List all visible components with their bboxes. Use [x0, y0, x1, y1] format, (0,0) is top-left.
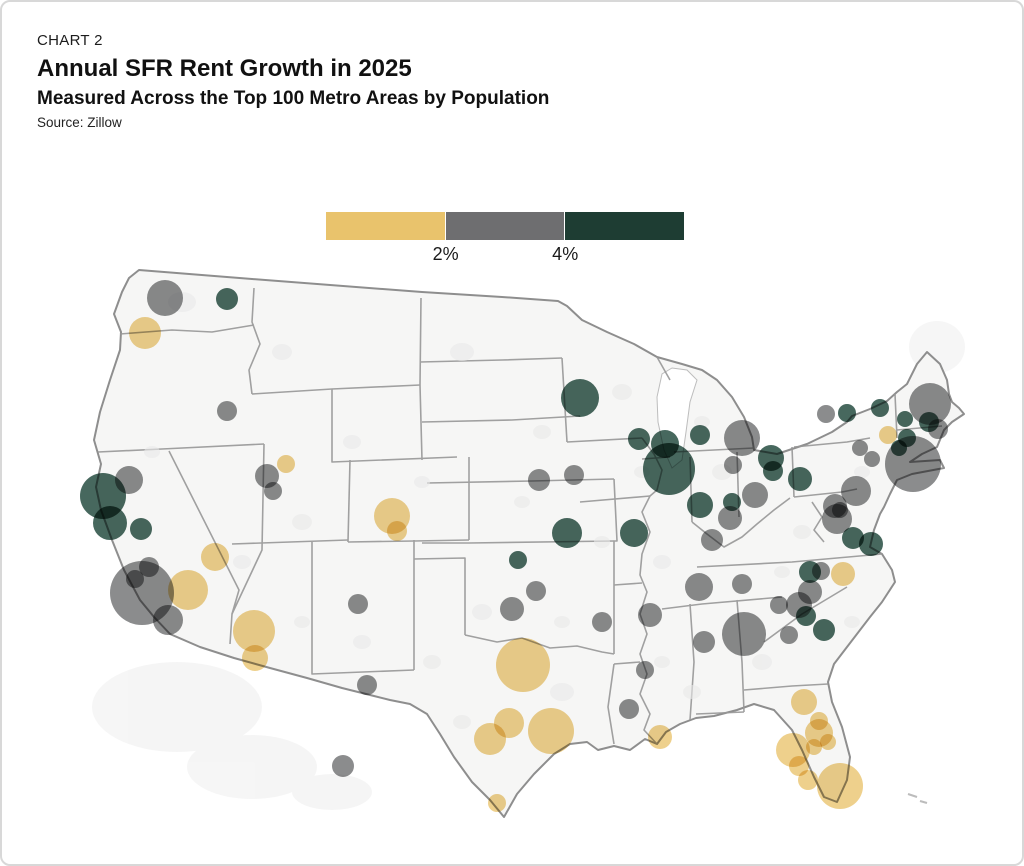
faint-outside-land: [92, 321, 965, 810]
metro-bubble: [796, 606, 816, 626]
metro-bubble: [690, 425, 710, 445]
metro-bubble: [780, 626, 798, 644]
metro-bubble: [216, 288, 238, 310]
metro-bubble: [841, 476, 871, 506]
metro-bubble: [387, 521, 407, 541]
metro-bubble: [763, 461, 783, 481]
chart-kicker: CHART 2: [37, 32, 103, 49]
metro-bubble: [812, 562, 830, 580]
legend-swatches: [326, 212, 685, 240]
metro-bubble: [528, 708, 574, 754]
metro-bubble: [592, 612, 612, 632]
metro-bubble: [685, 573, 713, 601]
color-legend: 2% 4%: [326, 212, 686, 268]
metro-bubble: [859, 532, 883, 556]
metro-bubble: [648, 725, 672, 749]
metro-bubble: [619, 699, 639, 719]
metro-bubble: [201, 543, 229, 571]
metro-bubble: [897, 411, 913, 427]
metro-bubble: [820, 734, 836, 750]
legend-tick-label: 2%: [432, 244, 459, 264]
metro-bubble: [153, 605, 183, 635]
metro-bubble: [928, 419, 948, 439]
legend-tick-label: 4%: [552, 244, 579, 264]
metro-bubble: [817, 763, 863, 809]
metro-bubble: [817, 405, 835, 423]
metro-bubble: [488, 794, 506, 812]
metro-bubble: [242, 645, 268, 671]
legend-swatch: [565, 212, 685, 240]
metro-bubble: [561, 379, 599, 417]
metro-bubble: [722, 612, 766, 656]
metro-bubble: [864, 451, 880, 467]
metro-bubble: [526, 581, 546, 601]
metro-bubble: [620, 519, 648, 547]
metro-bubble: [813, 619, 835, 641]
metro-bubble: [474, 723, 506, 755]
metro-bubble: [891, 440, 907, 456]
metro-bubble: [638, 603, 662, 627]
metro-bubble: [357, 675, 377, 695]
chart-source: Source: Zillow: [37, 115, 122, 130]
metro-bubble: [500, 597, 524, 621]
metro-bubble: [806, 739, 822, 755]
metro-bubble: [348, 594, 368, 614]
metro-bubble: [130, 518, 152, 540]
metro-bubble: [496, 638, 550, 692]
chart-header: CHART 2 Annual SFR Rent Growth in 2025 M…: [37, 32, 549, 130]
metro-bubble: [832, 502, 848, 518]
metro-bubble: [718, 506, 742, 530]
metro-bubble: [233, 610, 275, 652]
metro-bubble: [879, 426, 897, 444]
metro-bubble: [528, 469, 550, 491]
metro-bubble: [871, 399, 889, 417]
metro-bubble: [724, 420, 760, 456]
metro-bubble: [788, 467, 812, 491]
metro-bubble: [732, 574, 752, 594]
metro-bubble: [701, 529, 723, 551]
metro-bubble: [93, 506, 127, 540]
legend-swatch: [326, 212, 445, 240]
metro-bubble: [791, 689, 817, 715]
metro-bubble: [509, 551, 527, 569]
metro-bubble: [842, 527, 864, 549]
metro-bubble: [168, 570, 208, 610]
metro-bubble: [264, 482, 282, 500]
metro-bubble: [564, 465, 584, 485]
metro-bubble: [852, 440, 868, 456]
metro-bubble: [742, 482, 768, 508]
metro-bubble: [277, 455, 295, 473]
chart-subtitle: Measured Across the Top 100 Metro Areas …: [37, 88, 550, 109]
island-marks: [907, 793, 928, 804]
chart-title: Annual SFR Rent Growth in 2025: [37, 55, 412, 82]
metro-bubble: [770, 596, 788, 614]
metro-bubble: [838, 404, 856, 422]
metro-bubble: [217, 401, 237, 421]
metro-bubble: [687, 492, 713, 518]
metro-bubble: [147, 280, 183, 316]
metro-bubbles: [80, 280, 951, 812]
metro-bubble: [798, 580, 822, 604]
metro-bubble: [693, 631, 715, 653]
metro-bubble: [332, 755, 354, 777]
metro-bubble: [129, 317, 161, 349]
metro-bubble: [909, 383, 951, 425]
metro-bubble: [628, 428, 650, 450]
metro-bubble: [724, 456, 742, 474]
metro-bubble: [643, 443, 695, 495]
metro-bubble: [636, 661, 654, 679]
metro-bubble: [552, 518, 582, 548]
metro-bubble: [798, 770, 818, 790]
legend-swatch: [445, 212, 565, 240]
metro-bubble: [831, 562, 855, 586]
